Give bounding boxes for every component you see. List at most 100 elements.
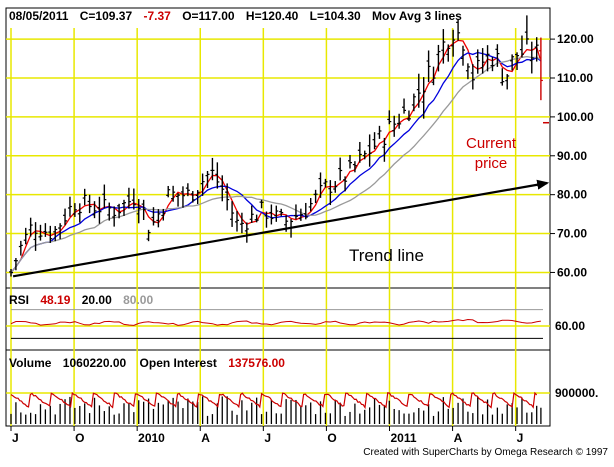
price-tick-label: 90.00 — [557, 149, 587, 163]
rsi-line — [10, 318, 541, 326]
price-bar — [362, 150, 367, 160]
price-bar — [534, 37, 539, 62]
price-bar — [38, 224, 43, 241]
price-bar — [406, 110, 411, 122]
price-bar — [480, 48, 485, 74]
price-bar — [176, 193, 181, 207]
price-bar — [436, 44, 441, 72]
price-bar — [367, 134, 372, 167]
price-bar — [308, 198, 313, 212]
price-bar — [58, 223, 63, 240]
time-tick-label: A — [201, 431, 210, 445]
price-bar — [230, 201, 235, 227]
price-bar — [43, 223, 48, 237]
rsi-label: RSI — [9, 293, 29, 307]
price-tick-label: 60.00 — [557, 265, 587, 279]
price-tick-label: 70.00 — [557, 227, 587, 241]
rsi-value: 48.19 — [40, 293, 70, 307]
time-tick-label: 2011 — [390, 431, 416, 445]
gridlines — [6, 28, 550, 426]
svg-text:08/05/2011 C=109.37: 08/05/2011 C=109.37 -7.37 O=117.00 H=120… — [9, 9, 462, 23]
price-bar — [161, 208, 166, 221]
volume-axis-label: 900000. — [555, 386, 598, 400]
price-bar — [244, 222, 249, 243]
price-bar — [67, 196, 72, 217]
header-open: O=117.00 — [182, 9, 235, 23]
price-bar — [225, 183, 230, 211]
price-bar — [190, 191, 195, 203]
header-ma-label: Mov Avg 3 lines — [372, 9, 462, 23]
price-bar — [121, 199, 126, 216]
price-bar — [254, 214, 259, 223]
price-bar — [131, 188, 136, 210]
price-bar — [220, 175, 225, 202]
price-axis: 60.00 70.00 80.00 90.00 100.00 110.00 120.00 — [550, 32, 594, 279]
price-bar — [515, 52, 520, 70]
price-bar — [402, 98, 407, 114]
price-tick-label: 80.00 — [557, 188, 587, 202]
open-interest-label: Open Interest — [140, 356, 217, 370]
price-bar — [421, 77, 426, 119]
price-bar — [495, 44, 500, 67]
rsi-axis-label: 60.00 — [555, 319, 585, 333]
price-bar — [451, 29, 456, 57]
rsi-panel-frame — [5, 287, 551, 351]
price-bar — [500, 68, 505, 86]
price-bar — [156, 209, 161, 228]
price-bar — [180, 186, 185, 208]
time-axis: J O 2010 A J O 2011 A J — [10, 426, 524, 445]
price-bar — [82, 188, 87, 206]
current-price-label-line1: Current — [466, 135, 517, 152]
price-bar — [465, 63, 470, 80]
price-bar — [318, 172, 323, 198]
header-high: H=120.40 — [246, 9, 299, 23]
price-bar — [146, 229, 151, 242]
header-close: C=109.37 — [80, 9, 133, 23]
price-tick-label: 120.00 — [557, 32, 594, 46]
price-bar — [441, 29, 446, 64]
time-tick-label: A — [454, 431, 463, 445]
svg-text:Volume 1060220.00: Volume 1060220.00 Open Interest 137576.0… — [9, 356, 285, 370]
price-bar — [126, 187, 131, 209]
price-bar — [107, 202, 112, 221]
time-tick-label: J — [517, 431, 524, 445]
price-bar — [529, 41, 534, 74]
price-bar — [377, 125, 382, 139]
price-tick-label: 100.00 — [557, 110, 594, 124]
price-bar — [279, 208, 284, 217]
price-bar — [23, 227, 28, 245]
price-bar — [293, 204, 298, 220]
price-bar — [53, 226, 58, 242]
price-bar — [28, 217, 33, 237]
price-bar — [234, 210, 239, 232]
price-bar — [431, 66, 436, 86]
trend-line-label: Trend line — [349, 246, 424, 265]
ma-slow-line — [10, 55, 542, 274]
time-tick-label: J — [264, 431, 271, 445]
price-bar — [215, 162, 220, 189]
price-panel-frame — [5, 7, 551, 289]
price-bar — [343, 176, 348, 192]
footer-credit: Created with SuperCharts by Omega Resear… — [363, 447, 608, 458]
price-bar — [357, 141, 362, 163]
price-bar — [117, 203, 122, 219]
price-bar — [72, 203, 77, 217]
price-bar — [313, 189, 318, 204]
price-bar — [185, 183, 190, 197]
price-bars — [9, 15, 549, 277]
price-bar — [298, 208, 303, 221]
price-bar — [392, 115, 397, 137]
price-bar — [397, 113, 402, 129]
rsi-indicator — [10, 309, 543, 339]
volume-panel-frame — [5, 349, 551, 427]
volume-value: 1060220.00 — [63, 356, 127, 370]
price-bar — [470, 64, 475, 90]
price-bar — [48, 225, 53, 243]
price-bar — [538, 37, 543, 101]
price-bar — [77, 203, 82, 223]
price-bar — [97, 196, 102, 224]
price-bar — [92, 201, 97, 219]
volume-bars — [10, 391, 542, 424]
header-low: L=104.30 — [310, 9, 361, 23]
